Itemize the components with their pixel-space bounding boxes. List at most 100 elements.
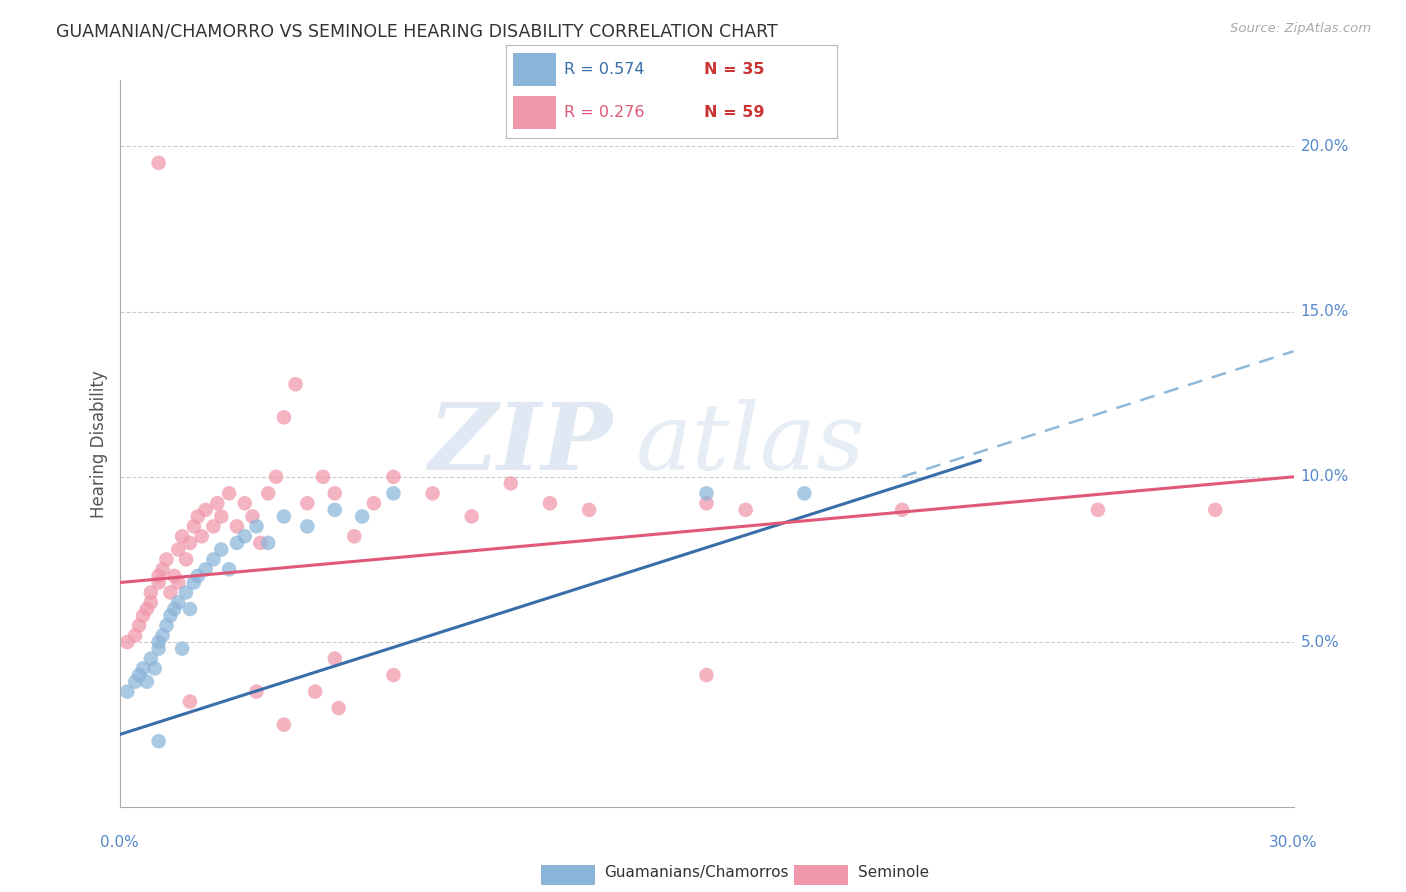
Y-axis label: Hearing Disability: Hearing Disability (90, 370, 108, 517)
Point (460, 509, 484, 524)
Text: atlas: atlas (636, 399, 866, 489)
Point (128, 618, 150, 632)
Point (225, 536, 249, 550)
Point (124, 628, 146, 642)
Point (323, 503, 346, 517)
Point (117, 635, 139, 649)
Point (172, 529, 194, 543)
Point (793, 486, 815, 500)
Point (163, 569, 186, 583)
Point (139, 651, 162, 665)
Point (696, 496, 718, 510)
Point (242, 509, 264, 524)
Point (194, 503, 217, 517)
Point (264, 470, 287, 484)
Text: 20.0%: 20.0% (1301, 139, 1348, 153)
Text: 10.0%: 10.0% (1301, 469, 1348, 484)
Point (148, 734, 170, 748)
Text: 5.0%: 5.0% (1301, 634, 1340, 649)
Text: N = 59: N = 59 (704, 105, 765, 120)
Point (152, 562, 174, 576)
Point (135, 674, 157, 689)
Point (202, 552, 225, 566)
Bar (513, 96, 555, 129)
Point (499, 476, 522, 491)
Point (187, 569, 209, 583)
Text: 30.0%: 30.0% (1270, 836, 1317, 850)
Text: GUAMANIAN/CHAMORRO VS SEMINOLE HEARING DISABILITY CORRELATION CHART: GUAMANIAN/CHAMORRO VS SEMINOLE HEARING D… (56, 22, 778, 40)
Point (1087, 503, 1109, 517)
Point (148, 569, 170, 583)
Point (233, 529, 256, 543)
Point (538, 496, 561, 510)
Point (152, 628, 174, 642)
Point (117, 684, 139, 698)
Point (143, 661, 166, 675)
Point (124, 674, 146, 689)
Point (159, 585, 181, 599)
Point (167, 595, 190, 609)
Point (297, 519, 319, 533)
Point (273, 410, 295, 425)
Point (218, 486, 240, 500)
Text: ZIP: ZIP (429, 399, 613, 489)
Point (155, 552, 177, 566)
Point (148, 156, 170, 170)
Point (245, 519, 267, 533)
Point (179, 694, 201, 708)
Point (148, 641, 170, 656)
Text: Guamanians/Chamorros: Guamanians/Chamorros (605, 865, 789, 880)
Point (209, 509, 232, 524)
Bar (513, 53, 555, 86)
Point (218, 562, 240, 576)
Point (132, 661, 155, 675)
Point (194, 562, 217, 576)
Point (135, 602, 157, 616)
Point (363, 496, 385, 510)
Point (155, 618, 177, 632)
Point (225, 519, 249, 533)
Point (245, 684, 267, 698)
Point (328, 701, 350, 715)
Point (696, 668, 718, 682)
Point (382, 668, 405, 682)
Point (187, 509, 209, 524)
Text: 0.0%: 0.0% (100, 836, 139, 850)
Point (190, 529, 212, 543)
Point (209, 542, 232, 557)
Point (352, 509, 374, 524)
Point (163, 602, 186, 616)
Point (323, 651, 346, 665)
Point (159, 608, 181, 623)
Text: Seminole: Seminole (858, 865, 929, 880)
Point (304, 684, 326, 698)
Point (382, 486, 405, 500)
Point (323, 486, 346, 500)
Point (273, 509, 295, 524)
Point (139, 595, 162, 609)
Text: R = 0.276: R = 0.276 (564, 105, 644, 120)
Point (148, 635, 170, 649)
Text: N = 35: N = 35 (704, 62, 765, 77)
Point (179, 602, 201, 616)
Point (382, 470, 405, 484)
Point (139, 585, 162, 599)
Text: R = 0.574: R = 0.574 (564, 62, 644, 77)
Point (422, 486, 444, 500)
Point (696, 486, 718, 500)
Point (257, 536, 280, 550)
Point (1204, 503, 1226, 517)
Point (183, 575, 205, 590)
Point (148, 575, 170, 590)
Point (257, 486, 280, 500)
Point (891, 503, 914, 517)
Point (179, 536, 201, 550)
Point (174, 552, 197, 566)
Point (172, 641, 194, 656)
Point (249, 536, 271, 550)
Point (167, 542, 190, 557)
Text: 15.0%: 15.0% (1301, 304, 1348, 319)
Point (202, 519, 225, 533)
Point (167, 575, 190, 590)
Point (284, 377, 307, 392)
